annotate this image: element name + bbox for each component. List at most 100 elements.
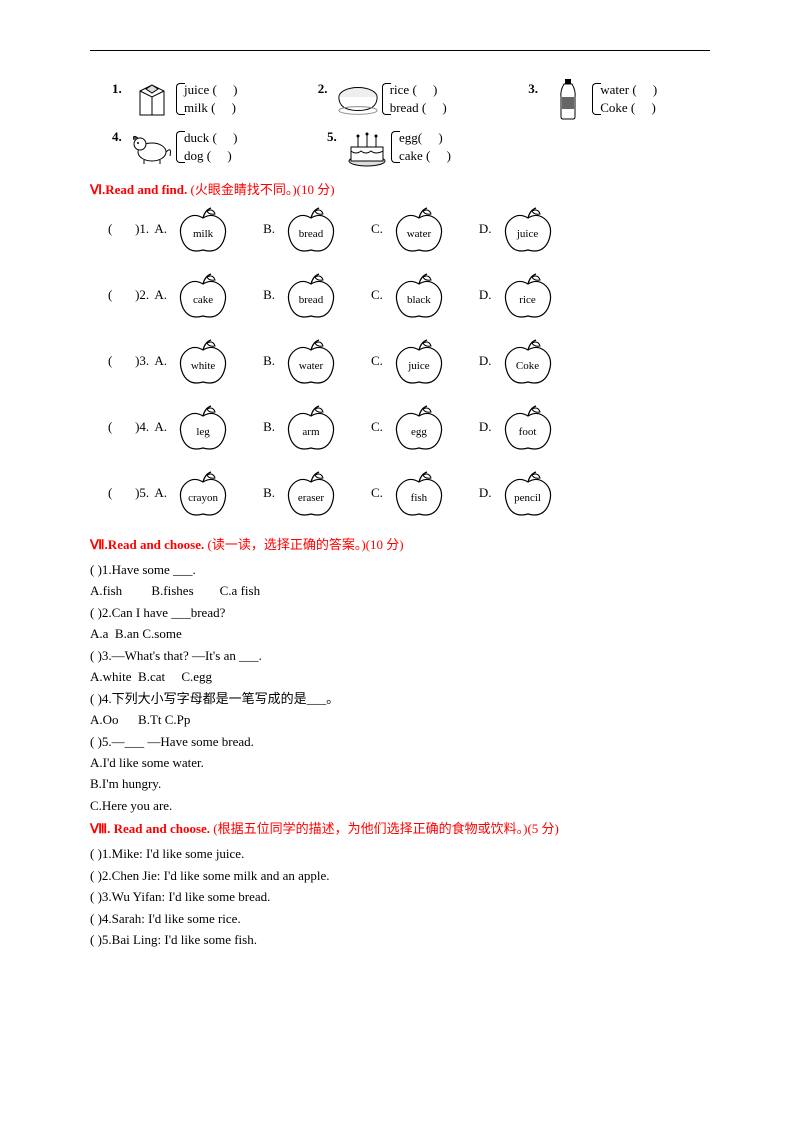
options-line: A.a B.an C.some: [90, 623, 710, 644]
bracket-pair: water ( ) Coke ( ): [590, 81, 657, 116]
option-letter: D.: [479, 419, 492, 435]
apple-icon: egg: [389, 402, 449, 452]
apple-option: B. bread: [263, 270, 341, 320]
option-letter: D.: [479, 485, 492, 501]
section-viii-block: ( )1.Mike: I'd like some juice.( )2.Chen…: [90, 843, 710, 950]
bread-icon: [336, 79, 380, 119]
option-letter: B.: [263, 287, 275, 303]
options-line: A.I'd like some water.: [90, 752, 710, 773]
pair-item-2: 2. rice ( ) bread ( ): [318, 79, 529, 119]
option-letter: D.: [479, 221, 492, 237]
pair-number: 3.: [528, 81, 542, 97]
pair-item-1: 1. juice ( ) milk ( ): [112, 79, 318, 119]
apple-row: ( )2. A.cakeB.breadC.blackD.rice: [108, 270, 710, 320]
heading-text: Ⅵ.Read and find.: [90, 182, 191, 197]
option-letter: D.: [479, 287, 492, 303]
option-letter: D.: [479, 353, 492, 369]
apple-icon: bread: [281, 204, 341, 254]
section-viii-heading: Ⅷ. Read and choose. (根据五位同学的描述，为他们选择正确的食…: [90, 818, 710, 837]
question-line: ( )5.Bai Ling: I'd like some fish.: [90, 929, 710, 950]
option-letter: B.: [263, 485, 275, 501]
option-letter: B.: [263, 353, 275, 369]
apple-option: C.water: [371, 204, 449, 254]
apple-option: B. bread: [263, 204, 341, 254]
pair-number: 5.: [327, 129, 341, 145]
apple-icon: arm: [281, 402, 341, 452]
apple-label: milk: [173, 228, 233, 240]
apple-option: D. rice: [479, 270, 558, 320]
pair-number: 2.: [318, 81, 332, 97]
option-line: milk ( ): [184, 99, 237, 117]
option-letter: A.: [154, 419, 167, 435]
apple-label: eraser: [281, 492, 341, 504]
apple-option: A.crayon: [154, 468, 233, 518]
apple-icon: foot: [498, 402, 558, 452]
option-letter: B.: [263, 221, 275, 237]
apple-row: ( )5. A.crayonB.eraserC.fishD.pencil: [108, 468, 710, 518]
apple-label: fish: [389, 492, 449, 504]
apple-option: C.juice: [371, 336, 449, 386]
options-line: A.Oo B.Tt C.Pp: [90, 709, 710, 730]
apple-icon: white: [173, 336, 233, 386]
apple-label: rice: [498, 294, 558, 306]
option-letter: A.: [154, 353, 167, 369]
apple-option: B. water: [263, 336, 341, 386]
question-line: ( )1.Have some ___.: [90, 559, 710, 580]
apple-label: arm: [281, 426, 341, 438]
pair-item-4: 4. duck ( ) dog ( ): [112, 127, 327, 167]
option-letter: C.: [371, 485, 383, 501]
question-line: ( )4.Sarah: I'd like some rice.: [90, 908, 710, 929]
option-letter: A.: [154, 287, 167, 303]
option-line: rice ( ): [390, 81, 447, 99]
apple-icon: fish: [389, 468, 449, 518]
apple-row: ( )4. A.legB.armC.eggD.foot: [108, 402, 710, 452]
apple-icon: milk: [173, 204, 233, 254]
apple-icon: water: [281, 336, 341, 386]
apple-icon: water: [389, 204, 449, 254]
apple-label: water: [281, 360, 341, 372]
question-line: ( )2.Chen Jie: I'd like some milk and an…: [90, 865, 710, 886]
apple-label: black: [389, 294, 449, 306]
row-prefix: ( )3.: [108, 353, 152, 369]
question-line: ( )2.Can I have ___bread?: [90, 602, 710, 623]
apple-row: ( )3. A. white B. water C.juice D. Coke: [108, 336, 710, 386]
worksheet-page: 1. juice ( ) milk ( ) 2. rice ( ) bread …: [0, 0, 800, 992]
apple-row: ( )1. A.milkB.breadC.waterD.juice: [108, 204, 710, 254]
apple-label: bread: [281, 294, 341, 306]
apple-label: juice: [498, 228, 558, 240]
options-line: B.I'm hungry.: [90, 773, 710, 794]
section-vi-heading: Ⅵ.Read and find. (火眼金睛找不同。)(10 分): [90, 179, 710, 198]
carton-icon: [130, 79, 174, 119]
apple-option: D. pencil: [479, 468, 558, 518]
question-line: ( )5.—___ —Have some bread.: [90, 731, 710, 752]
options-line: C.Here you are.: [90, 795, 710, 816]
apple-label: crayon: [173, 492, 233, 504]
apple-option: A. white: [154, 336, 233, 386]
apple-label: egg: [389, 426, 449, 438]
apple-option: D. juice: [479, 204, 558, 254]
apple-label: pencil: [498, 492, 558, 504]
apple-icon: juice: [498, 204, 558, 254]
bracket-pair: juice ( ) milk ( ): [174, 81, 237, 116]
option-letter: B.: [263, 419, 275, 435]
apple-option: A. leg: [154, 402, 233, 452]
apple-label: water: [389, 228, 449, 240]
option-line: water ( ): [600, 81, 657, 99]
apple-icon: rice: [498, 270, 558, 320]
section-vii-heading: Ⅶ.Read and choose. (读一读，选择正确的答案。)(10 分): [90, 534, 710, 553]
bottle-icon: [546, 79, 590, 119]
options-line: A.fish B.fishes C.a fish: [90, 580, 710, 601]
apple-icon: bread: [281, 270, 341, 320]
pair-item-5: 5. egg( ) cake ( ): [327, 127, 547, 167]
apple-label: white: [173, 360, 233, 372]
cake-icon: [345, 127, 389, 167]
apple-label: leg: [173, 426, 233, 438]
apple-icon: black: [389, 270, 449, 320]
apple-grid: ( )1. A.milkB.breadC.waterD.juice( )2. A…: [108, 204, 710, 518]
option-letter: C.: [371, 353, 383, 369]
pair-row-2: 4. duck ( ) dog ( ) 5. egg( ) cake (: [112, 127, 710, 167]
option-line: egg( ): [399, 129, 451, 147]
option-line: juice ( ): [184, 81, 237, 99]
apple-label: Coke: [498, 360, 558, 372]
apple-icon: crayon: [173, 468, 233, 518]
